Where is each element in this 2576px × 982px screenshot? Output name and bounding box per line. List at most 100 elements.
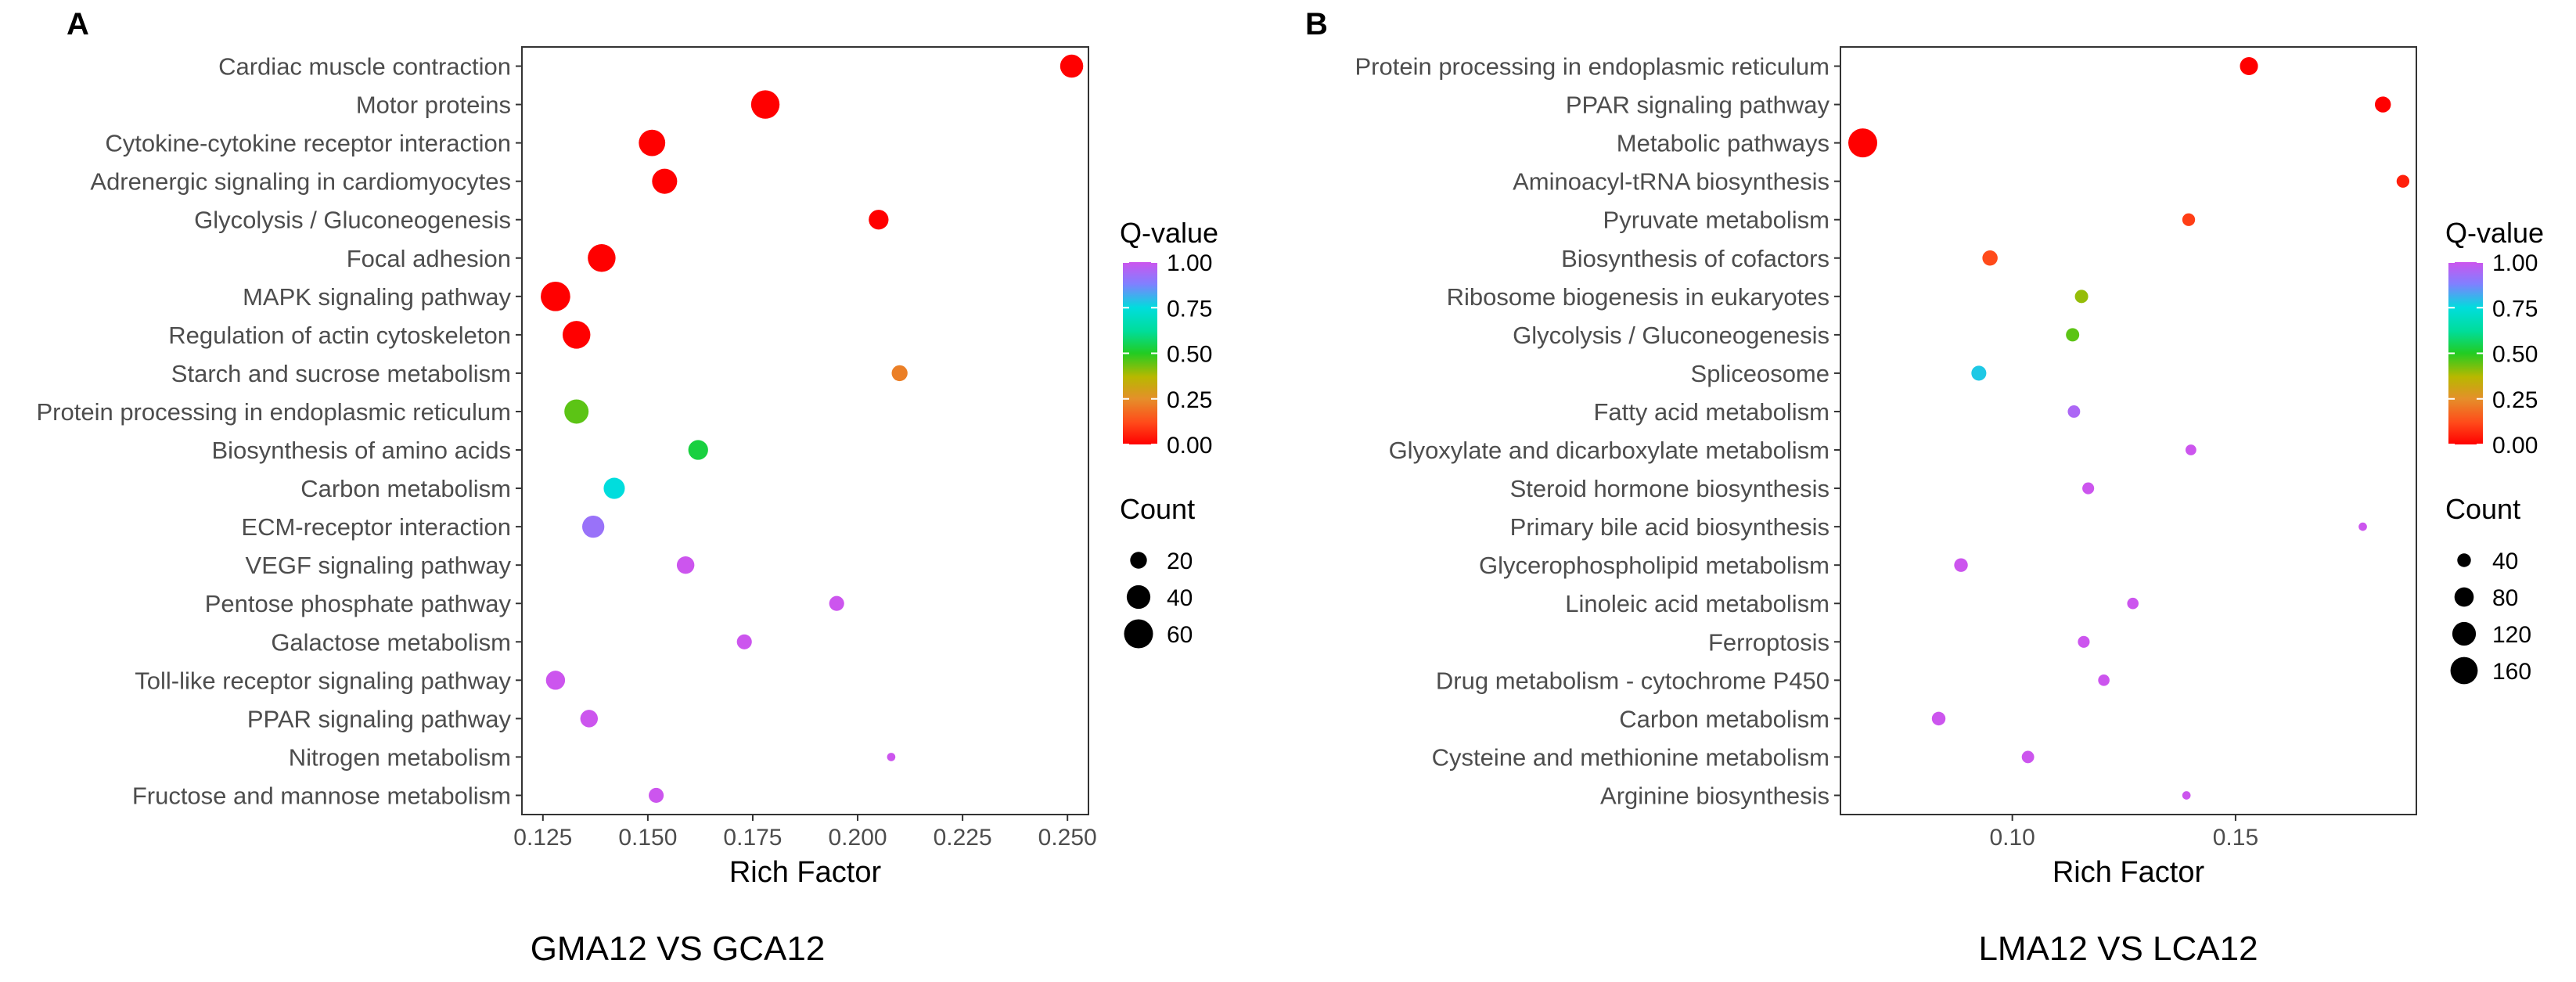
category-label-ppar-signaling-pathway: PPAR signaling pathway — [1566, 92, 1830, 119]
size-legend-label: 40 — [1167, 585, 1193, 611]
point-ppar-signaling-pathway — [580, 710, 599, 728]
size-legend-label: 160 — [2492, 659, 2531, 685]
category-label-aminoacyl-trna-biosynthesis: Aminoacyl-tRNA biosynthesis — [1513, 168, 1829, 196]
point-steroid-hormone-biosynthesis — [2082, 482, 2095, 495]
panel-caption: GMA12 VS GCA12 — [531, 930, 826, 968]
point-regulation-of-actin-cytoskeleton — [562, 321, 591, 349]
color-legend-label: 0.00 — [2492, 433, 2538, 459]
size-legend-label: 120 — [2492, 622, 2531, 648]
size-legend-title: Count — [1120, 493, 1195, 525]
category-label-arginine-biosynthesis: Arginine biosynthesis — [1600, 782, 1829, 809]
panel-letter: B — [1305, 7, 1328, 41]
category-label-pentose-phosphate-pathway: Pentose phosphate pathway — [205, 590, 512, 617]
panel-b: B Protein processing in endoplasmic retic… — [1305, 7, 2544, 968]
point-ferroptosis — [2078, 635, 2090, 648]
category-label-glycerophospholipid-metabolism: Glycerophospholipid metabolism — [1479, 552, 1829, 579]
plot-area — [1840, 46, 2417, 815]
category-label-galactose-metabolism: Galactose metabolism — [271, 628, 511, 656]
point-cardiac-muscle-contraction — [1060, 54, 1084, 78]
category-label-vegf-signaling-pathway: VEGF signaling pathway — [246, 552, 512, 579]
category-label-steroid-hormone-biosynthesis: Steroid hormone biosynthesis — [1510, 475, 1829, 502]
point-ppar-signaling-pathway — [2374, 96, 2391, 113]
point-pentose-phosphate-pathway — [829, 595, 844, 611]
point-glyoxylate-and-dicarboxylate-metabolism — [2185, 444, 2196, 455]
color-legend-label: 1.00 — [1167, 250, 1212, 276]
category-label-cardiac-muscle-contraction: Cardiac muscle contraction — [218, 53, 511, 81]
point-linoleic-acid-metabolism — [2127, 597, 2139, 610]
point-toll-like-receptor-signaling-pathway — [545, 671, 566, 690]
panel-letter: A — [67, 7, 89, 41]
point-starch-and-sucrose-metabolism — [891, 365, 908, 382]
x-tick-label: 0.150 — [618, 825, 677, 851]
size-legend-title: Count — [2445, 493, 2520, 525]
size-legend-label: 40 — [2492, 549, 2518, 574]
category-label-focal-adhesion: Focal adhesion — [347, 245, 511, 272]
color-legend-title: Q-value — [2445, 217, 2544, 249]
point-glycerophospholipid-metabolism — [1954, 558, 1968, 572]
point-arginine-biosynthesis — [2182, 791, 2191, 800]
size-legend-dot — [1126, 585, 1151, 610]
point-motor-proteins — [750, 90, 780, 119]
category-label-regulation-of-actin-cytoskeleton: Regulation of actin cytoskeleton — [168, 322, 511, 349]
category-label-ferroptosis: Ferroptosis — [1708, 628, 1829, 656]
size-legend-label: 20 — [1167, 549, 1193, 574]
point-biosynthesis-of-cofactors — [1982, 250, 1998, 266]
point-biosynthesis-of-amino-acids — [688, 440, 708, 460]
category-label-carbon-metabolism: Carbon metabolism — [1619, 705, 1829, 732]
category-label-toll-like-receptor-signaling-pathway: Toll-like receptor signaling pathway — [135, 667, 511, 694]
point-ecm-receptor-interaction — [582, 515, 605, 538]
point-mapk-signaling-pathway — [541, 282, 570, 311]
category-label-mapk-signaling-pathway: MAPK signaling pathway — [243, 283, 511, 311]
point-pyruvate-metabolism — [2182, 213, 2196, 226]
category-label-ecm-receptor-interaction: ECM-receptor interaction — [241, 513, 511, 541]
category-label-biosynthesis-of-amino-acids: Biosynthesis of amino acids — [211, 437, 511, 464]
point-fatty-acid-metabolism — [2067, 405, 2081, 418]
x-tick-label: 0.15 — [2213, 825, 2258, 851]
point-galactose-metabolism — [736, 634, 752, 649]
category-label-protein-processing-in-endoplasmic-reticulum: Protein processing in endoplasmic reticu… — [36, 398, 511, 426]
point-glycolysis-gluconeogenesis — [869, 210, 889, 230]
color-legend-label: 0.25 — [2492, 387, 2538, 413]
point-drug-metabolism-cytochrome-p450 — [2098, 674, 2110, 686]
plot-area — [521, 46, 1089, 815]
category-label-linoleic-acid-metabolism: Linoleic acid metabolism — [1565, 590, 1829, 617]
category-label-pyruvate-metabolism: Pyruvate metabolism — [1603, 207, 1829, 234]
category-label-metabolic-pathways: Metabolic pathways — [1617, 130, 1829, 157]
color-legend-label: 0.00 — [1167, 433, 1212, 459]
category-label-biosynthesis-of-cofactors: Biosynthesis of cofactors — [1561, 245, 1829, 272]
category-label-drug-metabolism-cytochrome-p450: Drug metabolism - cytochrome P450 — [1436, 667, 1829, 694]
category-label-nitrogen-metabolism: Nitrogen metabolism — [289, 743, 511, 771]
point-protein-processing-in-endoplasmic-reticulum — [2240, 56, 2258, 76]
x-tick-label: 0.250 — [1038, 825, 1097, 851]
category-label-ppar-signaling-pathway: PPAR signaling pathway — [247, 705, 512, 732]
point-adrenergic-signaling-in-cardiomyocytes — [652, 168, 678, 194]
point-nitrogen-metabolism — [887, 753, 896, 761]
size-legend-dot — [1124, 619, 1153, 649]
point-metabolic-pathways — [1848, 128, 1878, 158]
category-label-adrenergic-signaling-in-cardiomyocytes: Adrenergic signaling in cardiomyocytes — [90, 168, 511, 196]
x-tick-label: 0.225 — [934, 825, 992, 851]
size-legend-dot — [2452, 621, 2477, 646]
panel-caption: LMA12 VS LCA12 — [1978, 930, 2258, 968]
point-fructose-and-mannose-metabolism — [649, 787, 664, 804]
category-label-glycolysis-gluconeogenesis: Glycolysis / Gluconeogenesis — [194, 207, 511, 234]
color-legend-label: 0.50 — [1167, 342, 1212, 368]
category-label-cytokine-cytokine-receptor-interaction: Cytokine-cytokine receptor interaction — [105, 130, 511, 157]
color-legend-label: 0.50 — [2492, 342, 2538, 368]
category-label-carbon-metabolism: Carbon metabolism — [300, 475, 511, 502]
color-legend-title: Q-value — [1120, 217, 1218, 249]
x-axis-title: Rich Factor — [729, 856, 882, 889]
color-legend-label: 0.75 — [2492, 296, 2538, 322]
category-label-ribosome-biogenesis-in-eukaryotes: Ribosome biogenesis in eukaryotes — [1447, 283, 1829, 311]
x-tick-label: 0.175 — [723, 825, 782, 851]
point-primary-bile-acid-biosynthesis — [2358, 522, 2367, 531]
point-carbon-metabolism — [603, 477, 625, 499]
category-label-fructose-and-mannose-metabolism: Fructose and mannose metabolism — [132, 782, 511, 809]
point-cysteine-and-methionine-metabolism — [2021, 750, 2035, 764]
point-carbon-metabolism — [1931, 711, 1946, 726]
x-tick-label: 0.125 — [513, 825, 572, 851]
color-legend-label: 1.00 — [2492, 250, 2538, 276]
point-ribosome-biogenesis-in-eukaryotes — [2074, 290, 2089, 304]
category-label-starch-and-sucrose-metabolism: Starch and sucrose metabolism — [171, 360, 511, 387]
